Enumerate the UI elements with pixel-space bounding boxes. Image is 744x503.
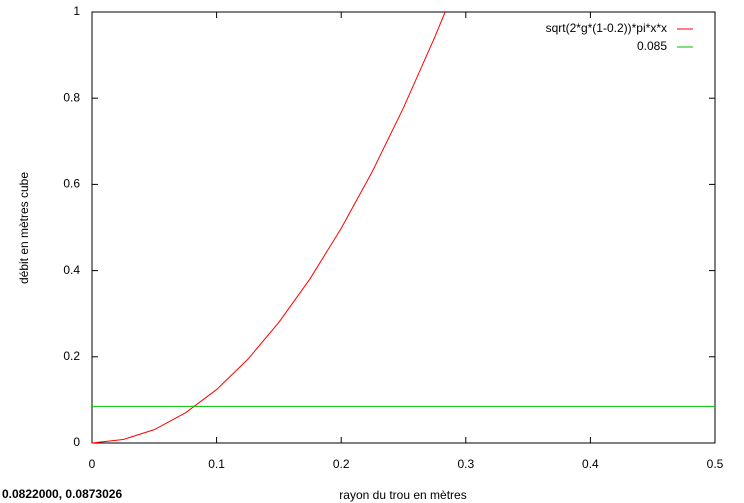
- y-tick-label: 1: [73, 4, 80, 18]
- legend-label: 0.085: [637, 39, 667, 53]
- y-tick-label: 0.6: [63, 177, 80, 191]
- y-tick-label: 0.2: [63, 349, 80, 363]
- x-tick-label: 0.5: [707, 457, 724, 471]
- status-coordinates: 0.0822000, 0.0873026: [2, 487, 122, 501]
- y-axis-label: débit en mètres cube: [17, 172, 31, 284]
- x-tick-label: 0.1: [208, 457, 225, 471]
- y-tick-label: 0.8: [63, 90, 80, 104]
- x-tick-label: 0.4: [582, 457, 599, 471]
- legend-label: sqrt(2*g*(1-0.2))*pi*x*x: [546, 21, 667, 35]
- x-axis-label: rayon du trou en mètres: [339, 488, 466, 502]
- y-tick-label: 0.4: [63, 263, 80, 277]
- x-tick-label: 0.2: [333, 457, 350, 471]
- data-line: [91, 11, 446, 444]
- y-tick-label: 0: [73, 435, 80, 449]
- x-tick-label: 0.3: [457, 457, 474, 471]
- x-tick-label: 0: [89, 457, 96, 471]
- plot-frame: [91, 11, 716, 444]
